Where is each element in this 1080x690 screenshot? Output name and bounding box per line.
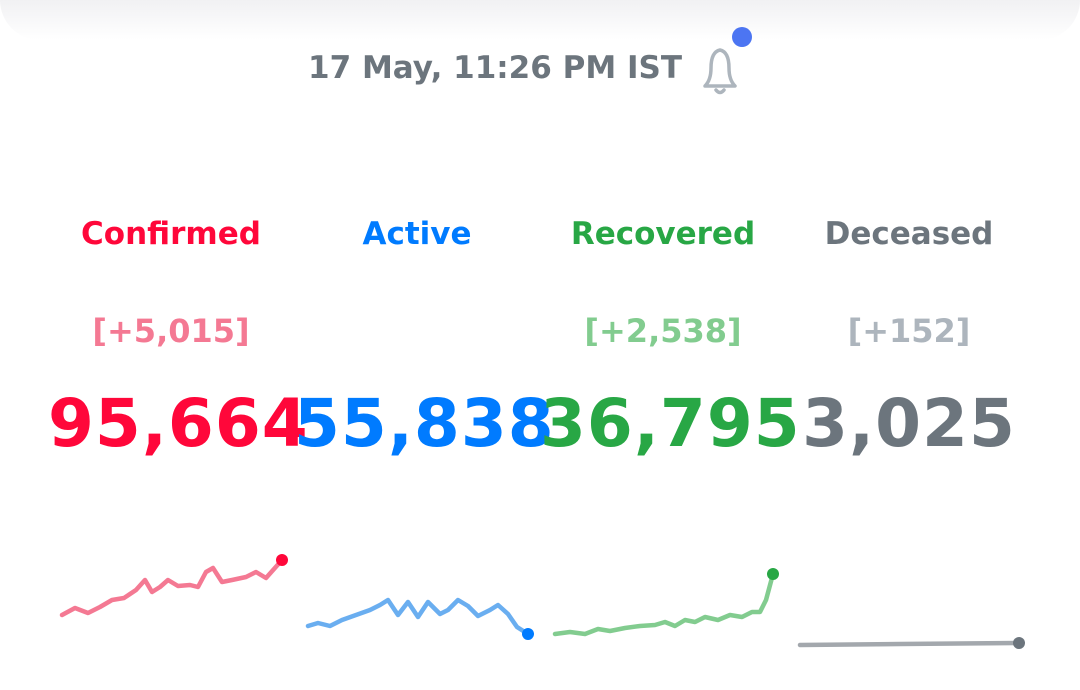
timestamp: 17 May, 11:26 PM IST [308,50,682,86]
bell-icon[interactable] [703,48,737,95]
sparkline-active [305,597,531,637]
stat-delta: [+2,538] [584,312,742,350]
stat-value: 55,838 [294,385,555,462]
sparkline-confirmed [59,557,285,618]
sparkline-recovered [552,571,776,637]
sparkline-deceased [797,640,1022,648]
stat-delta: [+5,015] [92,312,250,350]
stat-delta: [+152] [847,312,971,350]
stat-value: 3,025 [802,385,1016,462]
notification-dot [732,27,752,47]
stat-label: Recovered [570,216,756,252]
stat-value: 36,795 [540,385,801,462]
sparkline-dot [767,568,779,580]
sparkline-dot [276,554,288,566]
stat-label: Active [362,216,472,252]
stat-value: 95,664 [48,385,309,462]
header-shadow [0,0,1080,40]
sparkline-dot [522,628,534,640]
stat-label: Confirmed [81,216,261,252]
stat-label: Deceased [824,216,994,252]
sparkline-dot [1013,637,1025,649]
